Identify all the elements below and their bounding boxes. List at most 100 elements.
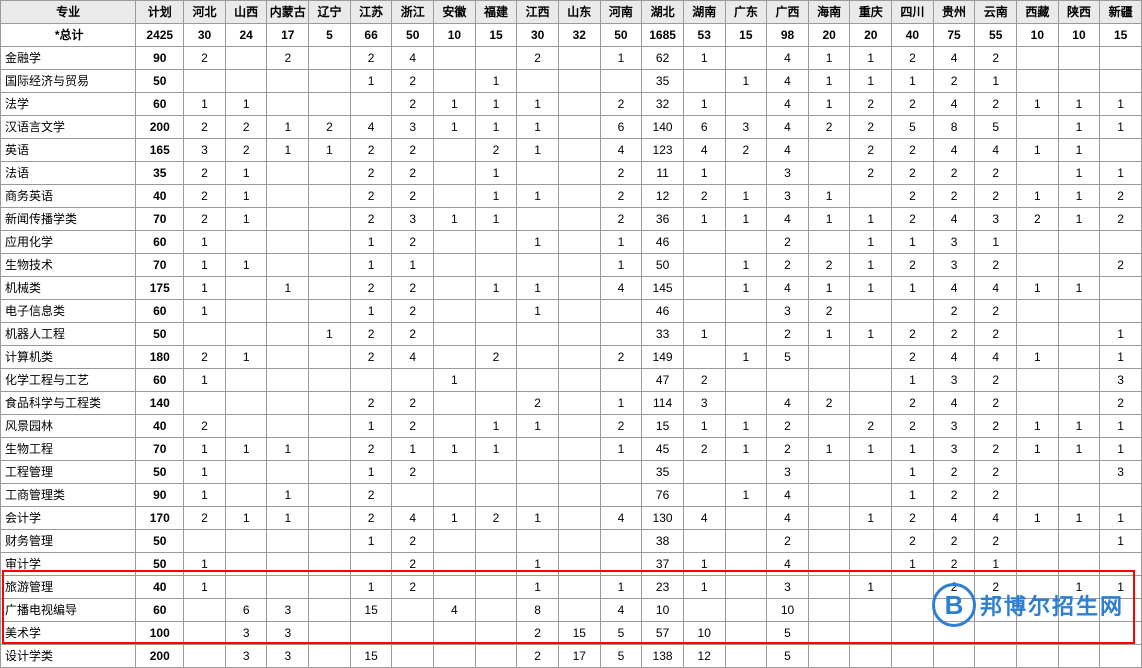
data-cell: 2 bbox=[600, 208, 642, 231]
total-cell: 24 bbox=[225, 24, 267, 47]
data-cell: 1 bbox=[1058, 208, 1100, 231]
data-cell: 4 bbox=[683, 507, 725, 530]
table-row: 设计学类20033152175138125 bbox=[1, 645, 1142, 668]
column-header: 新疆 bbox=[1100, 1, 1142, 24]
data-cell: 1 bbox=[184, 576, 226, 599]
data-cell bbox=[225, 530, 267, 553]
data-cell: 2 bbox=[184, 507, 226, 530]
column-header: 江苏 bbox=[350, 1, 392, 24]
data-cell: 2 bbox=[975, 47, 1017, 70]
column-header: 重庆 bbox=[850, 1, 892, 24]
data-cell: 2 bbox=[600, 346, 642, 369]
data-cell: 4 bbox=[933, 47, 975, 70]
data-cell bbox=[892, 599, 934, 622]
data-cell: 32 bbox=[642, 93, 684, 116]
data-cell bbox=[309, 231, 351, 254]
data-cell bbox=[850, 530, 892, 553]
data-cell: 10 bbox=[683, 622, 725, 645]
table-row: 英语165321122214123424224411 bbox=[1, 139, 1142, 162]
data-cell: 2 bbox=[808, 300, 850, 323]
data-cell: 2 bbox=[184, 47, 226, 70]
data-cell bbox=[309, 576, 351, 599]
data-cell: 1 bbox=[683, 415, 725, 438]
data-cell bbox=[350, 553, 392, 576]
data-cell: 90 bbox=[136, 47, 184, 70]
data-cell bbox=[309, 277, 351, 300]
table-row: 广播电视编导6063154841010 bbox=[1, 599, 1142, 622]
data-cell: 4 bbox=[683, 139, 725, 162]
data-cell bbox=[683, 599, 725, 622]
data-cell: 2 bbox=[933, 461, 975, 484]
data-cell: 3 bbox=[933, 438, 975, 461]
data-cell bbox=[1100, 47, 1142, 70]
data-cell bbox=[267, 323, 309, 346]
data-cell: 1 bbox=[1017, 93, 1059, 116]
data-cell: 2 bbox=[392, 162, 434, 185]
data-cell: 15 bbox=[350, 645, 392, 668]
data-cell: 1 bbox=[350, 70, 392, 93]
data-cell: 1 bbox=[1058, 507, 1100, 530]
data-cell bbox=[517, 484, 559, 507]
data-cell: 2 bbox=[184, 185, 226, 208]
data-cell: 36 bbox=[642, 208, 684, 231]
data-cell: 2 bbox=[892, 530, 934, 553]
data-cell bbox=[892, 576, 934, 599]
data-cell: 1 bbox=[184, 93, 226, 116]
data-cell: 1 bbox=[475, 438, 517, 461]
data-cell bbox=[1100, 484, 1142, 507]
data-cell bbox=[975, 599, 1017, 622]
data-cell: 2 bbox=[225, 139, 267, 162]
data-cell: 2 bbox=[975, 576, 1017, 599]
table-row: 计算机类1802124221491524411 bbox=[1, 346, 1142, 369]
data-cell: 2 bbox=[350, 47, 392, 70]
table-row: 电子信息类601121463222 bbox=[1, 300, 1142, 323]
data-cell bbox=[1100, 231, 1142, 254]
data-cell: 2 bbox=[892, 162, 934, 185]
column-header: 四川 bbox=[892, 1, 934, 24]
data-cell: 8 bbox=[517, 599, 559, 622]
data-cell: 1 bbox=[850, 507, 892, 530]
data-cell: 60 bbox=[136, 231, 184, 254]
data-cell bbox=[309, 507, 351, 530]
data-cell: 60 bbox=[136, 93, 184, 116]
data-cell: 2 bbox=[392, 461, 434, 484]
column-header: 陕西 bbox=[1058, 1, 1100, 24]
data-cell: 4 bbox=[350, 116, 392, 139]
data-cell bbox=[1058, 599, 1100, 622]
data-cell bbox=[434, 185, 476, 208]
data-cell bbox=[808, 530, 850, 553]
column-header: 西藏 bbox=[1017, 1, 1059, 24]
data-cell bbox=[808, 576, 850, 599]
data-cell bbox=[725, 461, 767, 484]
data-cell bbox=[475, 622, 517, 645]
data-cell: 1 bbox=[892, 484, 934, 507]
data-cell: 4 bbox=[392, 47, 434, 70]
data-cell bbox=[808, 415, 850, 438]
data-cell bbox=[933, 645, 975, 668]
data-cell bbox=[1017, 254, 1059, 277]
data-cell bbox=[267, 231, 309, 254]
data-cell: 3 bbox=[184, 139, 226, 162]
data-cell: 2 bbox=[392, 277, 434, 300]
data-cell: 70 bbox=[136, 438, 184, 461]
data-cell: 1 bbox=[434, 369, 476, 392]
data-cell bbox=[225, 47, 267, 70]
major-cell: 商务英语 bbox=[1, 185, 136, 208]
data-cell: 2 bbox=[975, 185, 1017, 208]
data-cell bbox=[808, 553, 850, 576]
data-cell: 1 bbox=[1058, 162, 1100, 185]
major-cell: 机器人工程 bbox=[1, 323, 136, 346]
data-cell: 1 bbox=[475, 208, 517, 231]
major-cell: 美术学 bbox=[1, 622, 136, 645]
data-cell bbox=[808, 369, 850, 392]
table-row: 食品科学与工程类14022211143422422 bbox=[1, 392, 1142, 415]
data-cell: 4 bbox=[933, 139, 975, 162]
data-cell: 1 bbox=[267, 139, 309, 162]
data-cell: 1 bbox=[808, 323, 850, 346]
data-cell bbox=[267, 576, 309, 599]
data-cell: 3 bbox=[975, 208, 1017, 231]
data-cell: 1 bbox=[808, 208, 850, 231]
data-cell: 4 bbox=[600, 507, 642, 530]
column-header: 湖南 bbox=[683, 1, 725, 24]
data-cell bbox=[725, 576, 767, 599]
